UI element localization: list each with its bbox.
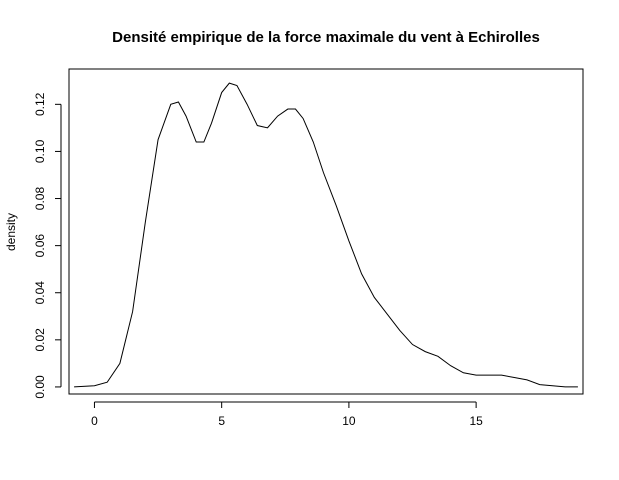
x-tick-label: 0 — [91, 414, 98, 428]
chart-title: Densité empirique de la force maximale d… — [112, 29, 540, 46]
y-axis-label: density — [4, 213, 18, 251]
y-tick-label: 0.04 — [33, 281, 47, 305]
x-axis: 0 5 10 15 — [91, 401, 483, 428]
y-tick-label: 0.06 — [33, 234, 47, 258]
plot-frame — [68, 68, 584, 395]
y-axis: 0.00 0.02 0.04 0.06 0.08 0.10 0.12 — [33, 92, 62, 399]
y-tick-label: 0.10 — [33, 139, 47, 163]
density-curve — [74, 82, 578, 388]
y-tick-label: 0.02 — [33, 328, 47, 352]
y-tick-label: 0.08 — [33, 187, 47, 211]
y-tick-label: 0.00 — [33, 375, 47, 399]
x-tick-label: 10 — [342, 414, 356, 428]
x-tick-label: 5 — [218, 414, 225, 428]
x-tick-label: 15 — [469, 414, 483, 428]
y-tick-label: 0.12 — [33, 92, 47, 116]
